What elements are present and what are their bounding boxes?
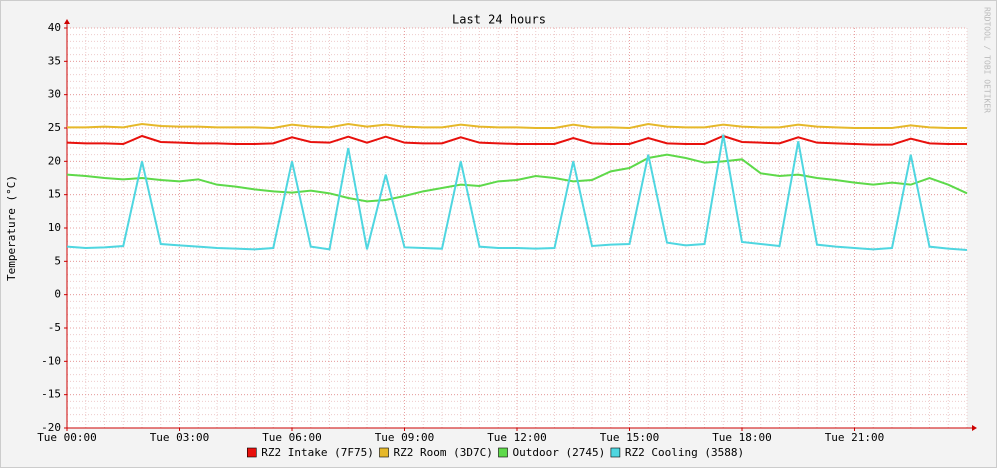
y-tick-label: 40 <box>48 21 61 34</box>
legend-swatch <box>610 447 621 458</box>
series-line <box>66 134 968 251</box>
x-tick-label: Tue 18:00 <box>712 431 772 444</box>
x-tick-label: Tue 06:00 <box>262 431 322 444</box>
legend-label: Outdoor (2745) <box>513 446 606 459</box>
y-tick-label: 10 <box>48 221 61 234</box>
y-tick-label: -15 <box>41 388 61 401</box>
arrow <box>64 19 70 24</box>
y-tick-label: 30 <box>48 88 61 101</box>
y-tick-label: -5 <box>48 321 61 334</box>
legend-swatch <box>247 447 257 458</box>
arrow <box>972 425 977 431</box>
y-tick-label: 15 <box>48 188 61 201</box>
legend-label: RZ2 Intake (7F75) <box>261 446 374 459</box>
y-tick-label: -10 <box>41 354 61 367</box>
y-tick-label: 5 <box>54 254 61 267</box>
legend-label: RZ2 Room (3D7C) <box>394 446 493 459</box>
series-line <box>66 134 967 146</box>
legend-swatch <box>498 447 508 458</box>
series-line <box>66 153 968 203</box>
x-tick-label: Tue 15:00 <box>600 431 660 444</box>
legend-label: RZ2 Cooling (3588) <box>625 446 744 459</box>
chart-title: Last 24 hours <box>452 13 546 27</box>
x-tick-label: Tue 12:00 <box>487 431 547 444</box>
series-line <box>67 122 967 130</box>
legend-swatch <box>379 447 389 458</box>
y-axis-title: Temperature (°C) <box>5 175 18 281</box>
y-tick-label: 25 <box>48 121 61 134</box>
watermark: RRDTOOL / TOBI OETIKER <box>983 7 992 113</box>
x-tick-label: Tue 09:00 <box>375 431 435 444</box>
y-tick-label: 35 <box>48 54 61 67</box>
y-tick-label: -20 <box>41 421 61 434</box>
x-tick-label: Tue 21:00 <box>825 431 885 444</box>
x-tick-label: Tue 03:00 <box>150 431 210 444</box>
y-tick-label: 20 <box>48 154 61 167</box>
x-tick-label: Tue 00:00 <box>37 431 97 444</box>
y-tick-label: 0 <box>54 288 61 301</box>
